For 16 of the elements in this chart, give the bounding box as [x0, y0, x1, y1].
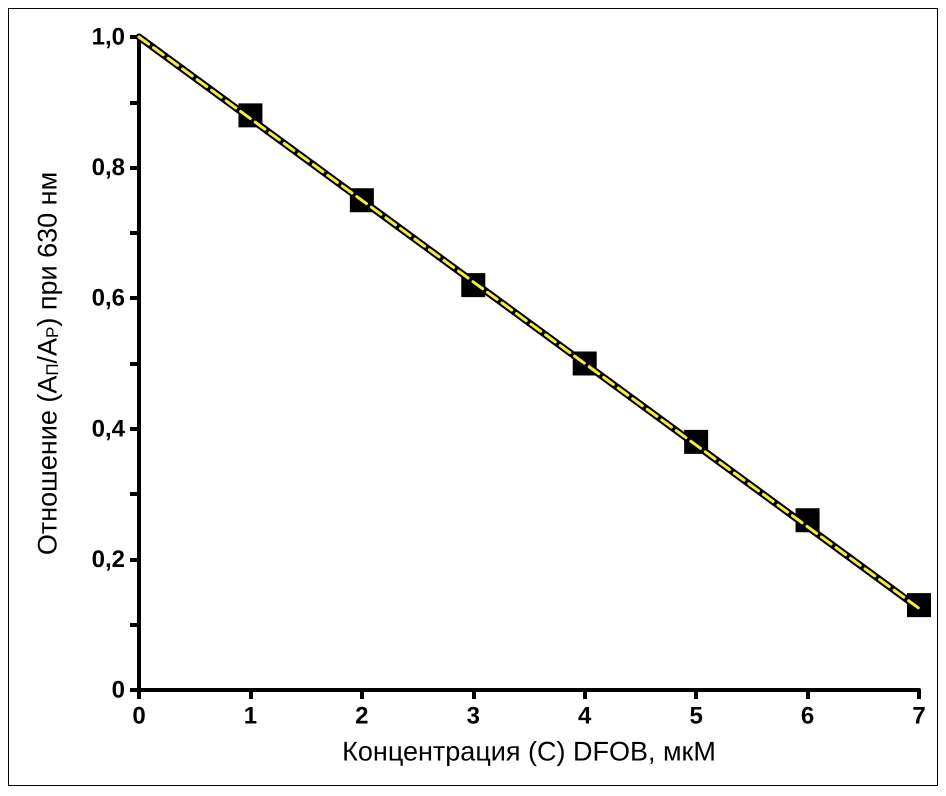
x-tick-label: 6 [800, 702, 814, 730]
y-tick-label: 0,2 [92, 546, 125, 573]
y-tick-label: 0,4 [92, 415, 126, 442]
x-tick-label: 4 [578, 702, 592, 730]
y-tick-label: 0,8 [92, 154, 125, 182]
y-tick-label: 0 [112, 676, 125, 704]
y-axis-title: Отношение (AП/AР) при 630 нм [32, 172, 62, 556]
x-tick-label: 1 [244, 702, 258, 730]
x-tick-label: 7 [912, 702, 926, 730]
x-axis-title: Концентрация (C) DFOB, мкМ [342, 736, 716, 766]
x-tick-label: 0 [132, 702, 146, 730]
y-tick-label: 1,0 [92, 24, 125, 50]
x-tick-label: 2 [355, 702, 369, 730]
y-tick-label: 0,6 [92, 284, 125, 312]
x-tick-label: 5 [689, 702, 703, 730]
x-tick-label: 3 [466, 702, 480, 730]
